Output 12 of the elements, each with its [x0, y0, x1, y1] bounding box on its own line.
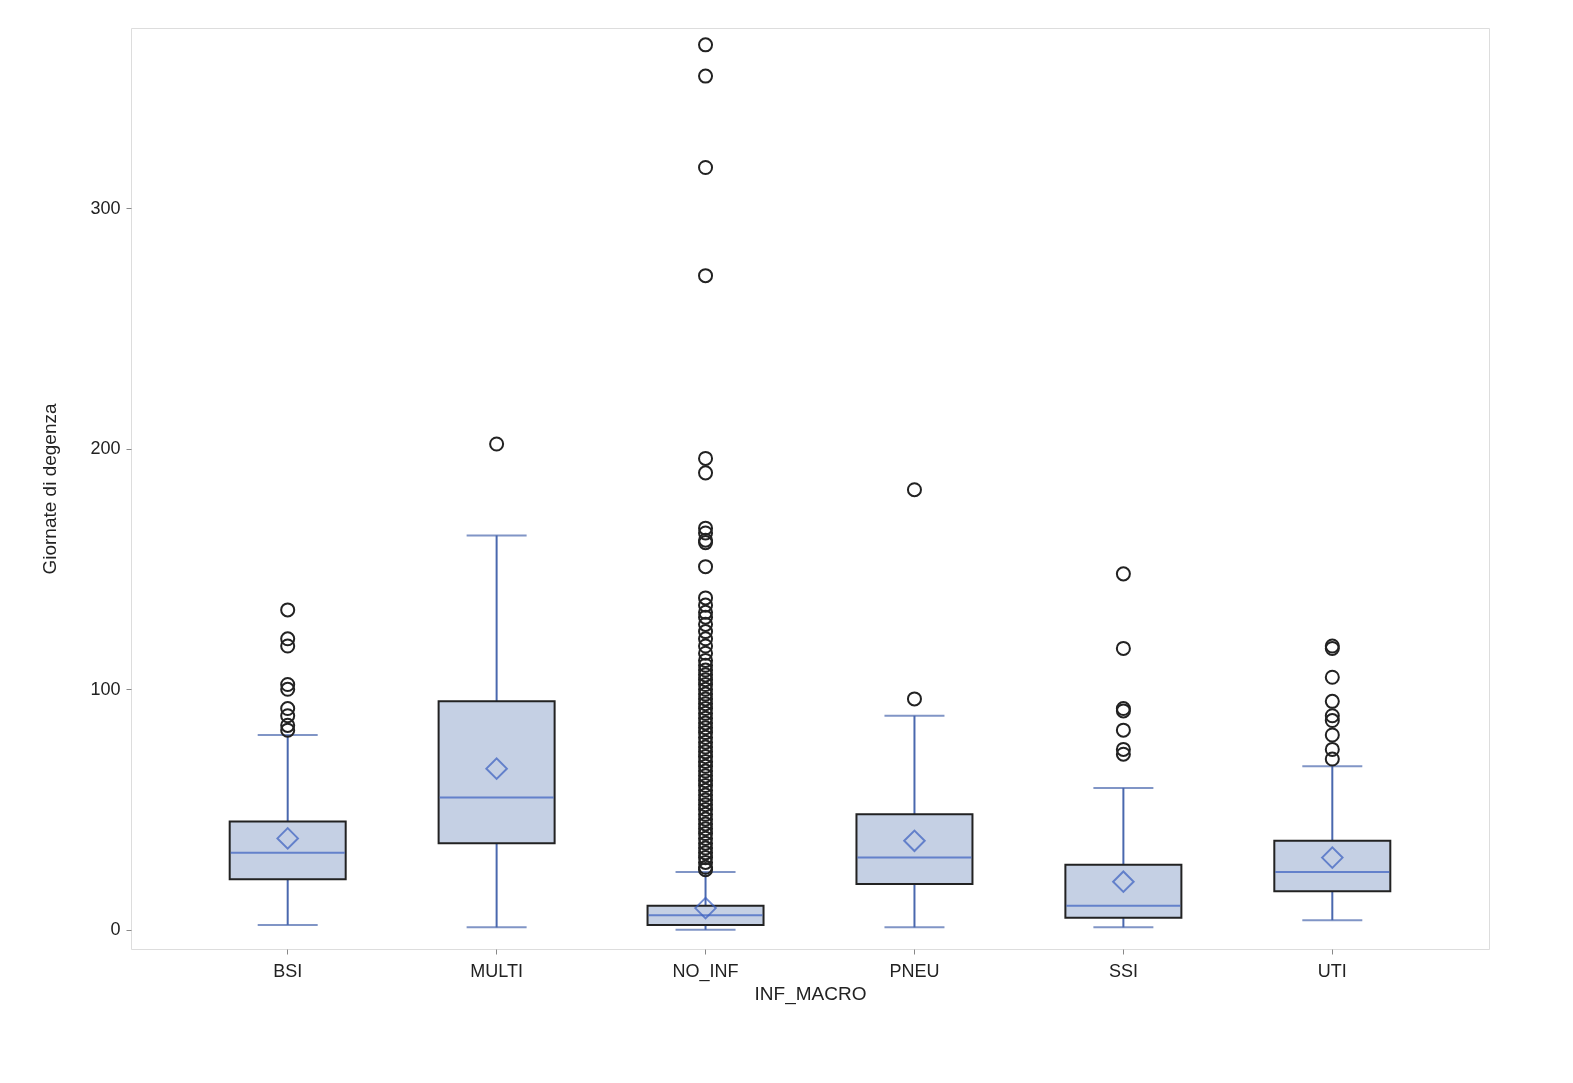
- y-tick-label: 300: [90, 197, 121, 218]
- y-axis-title: Giornate di degenza: [39, 403, 61, 575]
- y-tick-label: 100: [90, 678, 121, 699]
- y-tick-label: 0: [110, 919, 121, 940]
- x-tick-label: SSI: [1108, 960, 1138, 981]
- y-tick-label: 200: [90, 438, 121, 459]
- x-tick-label: UTI: [1317, 960, 1347, 981]
- x-axis-title: INF_MACRO: [754, 982, 867, 1005]
- x-tick-label: NO_INF: [672, 960, 739, 982]
- x-tick-label: BSI: [273, 960, 303, 981]
- x-tick-label: PNEU: [889, 960, 940, 981]
- x-tick-label: MULTI: [470, 960, 523, 981]
